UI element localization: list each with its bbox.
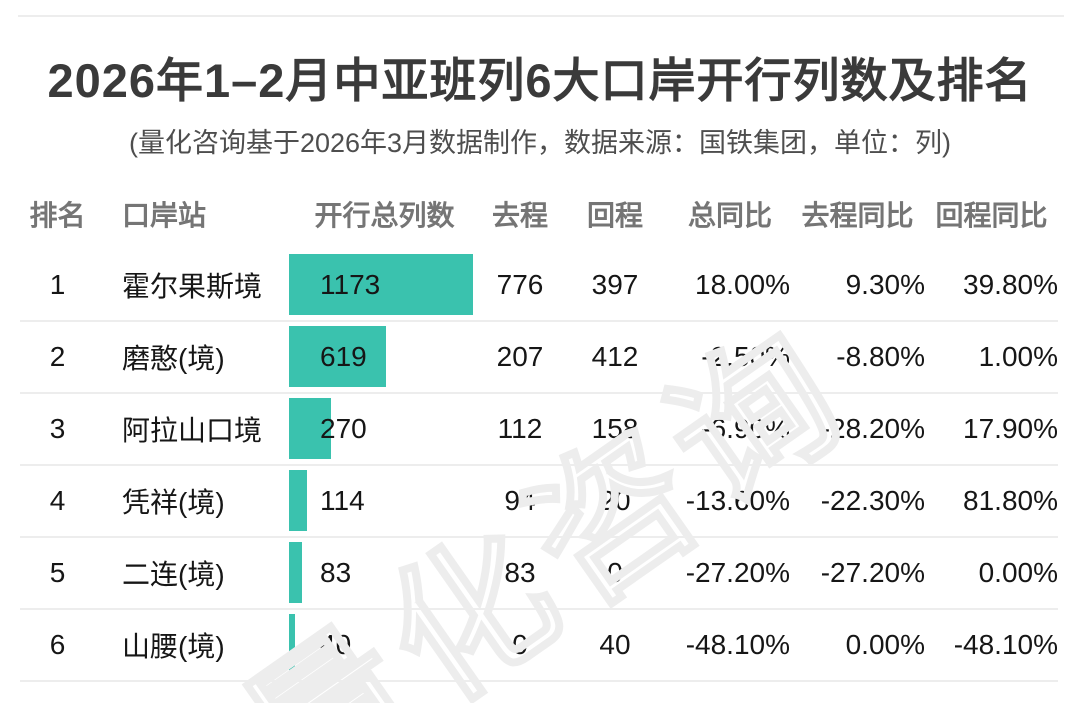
page-subtitle: (量化咨询基于2026年3月数据制作，数据来源：国铁集团，单位：列) xyxy=(128,128,952,158)
inbound-cell: 158 xyxy=(591,413,639,444)
table-row: 3 阿拉山口境 270 112 158 -6.90% -28.20% 17.90… xyxy=(20,394,1058,466)
rank-cell: 3 xyxy=(49,413,66,444)
total-yoy-cell: -27.20% xyxy=(685,557,790,588)
inbound-yoy-cell: 17.90% xyxy=(963,413,1058,444)
outbound-yoy-cell: -22.30% xyxy=(820,485,925,516)
total-bar xyxy=(289,398,331,459)
total-value: 40 xyxy=(320,629,352,660)
inbound-cell: 412 xyxy=(591,341,639,372)
outbound-yoy-cell: -28.20% xyxy=(820,413,925,444)
outbound-yoy-cell: -27.20% xyxy=(820,557,925,588)
station-cell: 二连(境) xyxy=(122,559,225,590)
header-total: 开行总列数 xyxy=(314,200,455,231)
inbound-yoy-cell: 1.00% xyxy=(978,341,1058,372)
total-yoy-cell: -48.10% xyxy=(685,629,790,660)
inbound-cell: 20 xyxy=(599,485,631,516)
outbound-cell: 112 xyxy=(497,413,543,444)
total-bar xyxy=(289,614,295,675)
total-bar xyxy=(289,254,473,315)
header-outbound-yoy: 去程同比 xyxy=(801,200,914,231)
total-bar xyxy=(289,542,302,603)
outbound-cell: 0 xyxy=(512,629,528,660)
total-bar-cell: 270 xyxy=(289,394,480,464)
total-bar-cell: 40 xyxy=(289,610,480,680)
total-yoy-cell: 18.00% xyxy=(695,269,790,300)
inbound-cell: 397 xyxy=(591,269,639,300)
table-row: 1 霍尔果斯境 1173 776 397 18.00% 9.30% 39.80% xyxy=(20,250,1058,322)
station-cell: 霍尔果斯境 xyxy=(122,271,263,302)
total-bar xyxy=(289,326,386,387)
table-row: 5 二连(境) 83 83 0 -27.20% -27.20% 0.00% xyxy=(20,538,1058,610)
header-inbound-yoy: 回程同比 xyxy=(935,200,1048,231)
total-bar-cell: 619 xyxy=(289,322,480,392)
table-row: 4 凭祥(境) 114 94 20 -13.60% -22.30% 81.80% xyxy=(20,466,1058,538)
outbound-cell: 776 xyxy=(496,269,544,300)
outbound-yoy-cell: 0.00% xyxy=(845,629,925,660)
total-bar-cell: 1173 xyxy=(289,250,480,320)
inbound-yoy-cell: 81.80% xyxy=(963,485,1058,516)
total-bar-cell: 114 xyxy=(289,466,480,536)
top-divider xyxy=(18,15,1064,17)
total-value: 619 xyxy=(320,341,367,372)
inbound-yoy-cell: 39.80% xyxy=(963,269,1058,300)
outbound-yoy-cell: 9.30% xyxy=(845,269,925,300)
inbound-yoy-cell: -48.10% xyxy=(953,629,1058,660)
header-total-yoy: 总同比 xyxy=(687,200,772,231)
total-value: 1173 xyxy=(320,269,381,300)
station-cell: 磨憨(境) xyxy=(122,343,225,374)
outbound-cell: 83 xyxy=(504,557,536,588)
outbound-cell: 94 xyxy=(504,485,536,516)
header-outbound: 去程 xyxy=(491,200,548,231)
page-title: 2026年1–2月中亚班列6大口岸开行列数及排名 xyxy=(47,54,1033,107)
ranking-table: 排名 口岸站 开行总列数 去程 回程 总同比 去程同比 回程同比 1 霍尔果斯境… xyxy=(0,186,1080,682)
inbound-cell: 40 xyxy=(599,629,631,660)
total-yoy-cell: -6.90% xyxy=(701,413,790,444)
rank-cell: 6 xyxy=(49,629,66,660)
outbound-cell: 207 xyxy=(496,341,544,372)
total-yoy-cell: -13.60% xyxy=(685,485,790,516)
outbound-yoy-cell: -8.80% xyxy=(836,341,925,372)
table-header-row: 排名 口岸站 开行总列数 去程 回程 总同比 去程同比 回程同比 xyxy=(20,186,1058,242)
total-value: 270 xyxy=(320,413,367,444)
rank-cell: 1 xyxy=(49,269,66,300)
inbound-cell: 0 xyxy=(607,557,623,588)
total-bar xyxy=(289,470,307,531)
rank-cell: 5 xyxy=(49,557,66,588)
rank-cell: 2 xyxy=(49,341,66,372)
total-value: 114 xyxy=(320,485,365,516)
header-inbound: 回程 xyxy=(586,200,643,231)
rank-cell: 4 xyxy=(49,485,66,516)
station-cell: 凭祥(境) xyxy=(122,487,225,518)
station-cell: 阿拉山口境 xyxy=(122,415,263,446)
total-value: 83 xyxy=(320,557,352,588)
station-cell: 山腰(境) xyxy=(122,631,225,662)
table-row: 2 磨憨(境) 619 207 412 -2.50% -8.80% 1.00% xyxy=(20,322,1058,394)
header-rank: 排名 xyxy=(29,200,86,231)
inbound-yoy-cell: 0.00% xyxy=(978,557,1058,588)
total-bar-cell: 83 xyxy=(289,538,480,608)
table-row: 6 山腰(境) 40 0 40 -48.10% 0.00% -48.10% xyxy=(20,610,1058,682)
total-yoy-cell: -2.50% xyxy=(701,341,790,372)
header-station: 口岸站 xyxy=(122,200,207,231)
